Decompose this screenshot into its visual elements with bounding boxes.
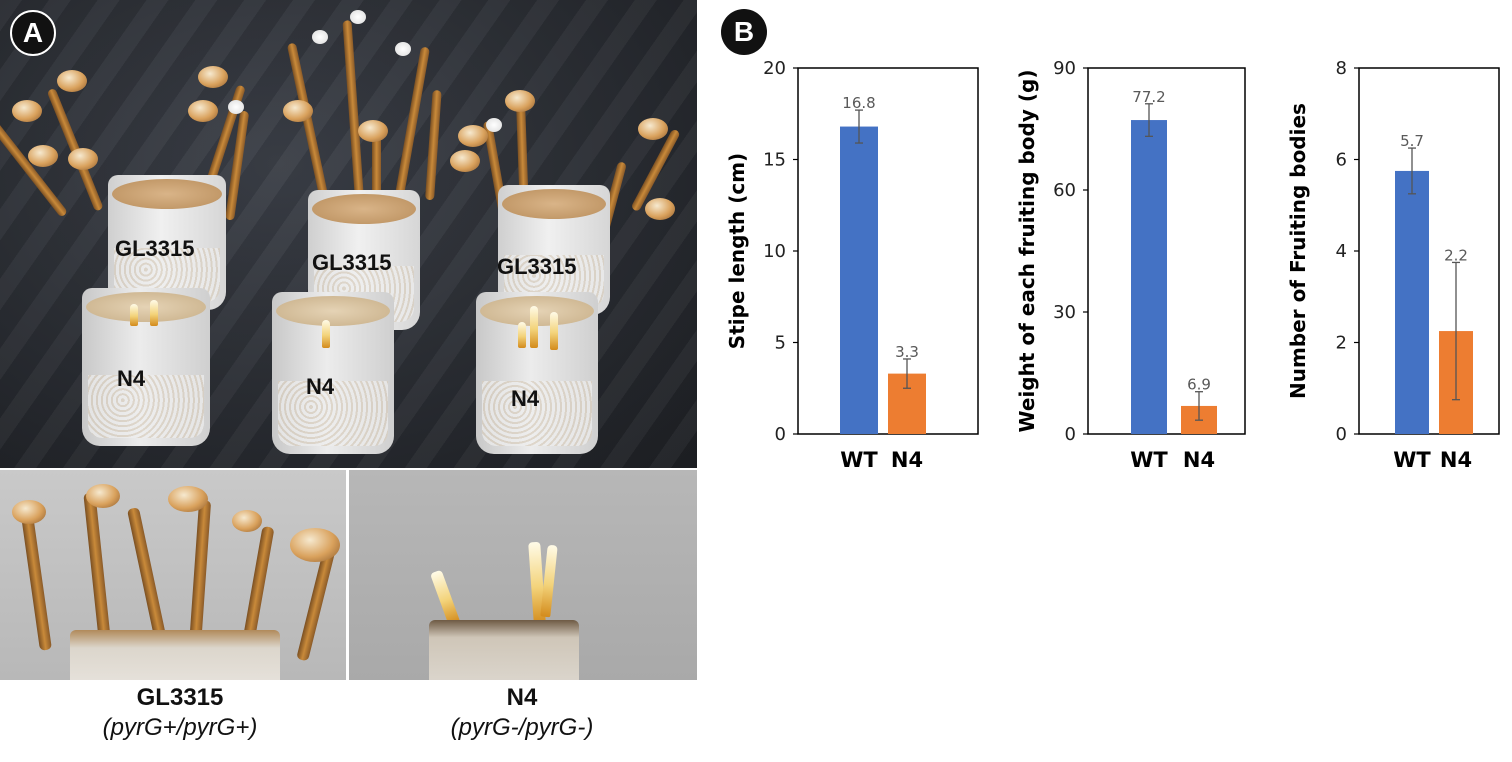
fruiting-body-cap — [638, 118, 668, 140]
fruiting-body-cap — [86, 484, 120, 508]
x-tick-label: WT — [1393, 448, 1431, 472]
y-tick-label: 60 — [1053, 180, 1076, 201]
caption-strain: GL3315 — [136, 684, 224, 711]
fruiting-body-cap — [283, 100, 313, 122]
fruiting-body-cap — [450, 150, 480, 172]
y-tick-label: 6 — [1336, 150, 1347, 171]
x-tick-label: WT — [840, 448, 878, 472]
primordium — [322, 320, 330, 348]
primordium — [518, 322, 526, 348]
fruiting-body-cap — [486, 118, 502, 132]
caption-n4: N4 (pyrG-/pyrG-) — [372, 683, 672, 743]
y-axis-label: Weight of each fruiting body (g) — [1015, 70, 1039, 433]
bottle-label: GL3315 — [115, 236, 195, 261]
photo-cultures-overview: GL3315 GL3315 GL3315 N4 N4 N4 — [0, 0, 697, 468]
caption-genotype: (pyrG-/pyrG-) — [450, 714, 594, 741]
fruiting-body-cap — [505, 90, 535, 112]
fruiting-body-cap — [188, 100, 218, 122]
fruiting-body-cap — [312, 30, 328, 44]
chart-fruiting-body-count: 0 2 4 6 8 Number of Fruiting bodies 5.7 WT 2.2 N4 — [1286, 58, 1500, 472]
x-tick-label: N4 — [1440, 448, 1472, 472]
primordium — [530, 306, 538, 348]
photo-gl3315-closeup — [0, 470, 346, 680]
panel-a-photo: GL3315 GL3315 GL3315 N4 N4 N4 — [0, 0, 697, 762]
y-tick-label: 2 — [1336, 333, 1347, 354]
fruiting-body-cap — [290, 528, 340, 562]
data-label: 6.9 — [1187, 376, 1211, 394]
primordium — [150, 300, 158, 326]
primordium — [429, 569, 461, 626]
photo-n4-closeup — [349, 470, 697, 680]
fruiting-body-cap — [12, 500, 46, 524]
stipe — [0, 117, 69, 218]
culture-bottle — [429, 620, 579, 680]
fruiting-body-cap — [232, 510, 262, 532]
fruiting-body-cap — [57, 70, 87, 92]
culture-bottle — [108, 175, 226, 310]
stipe — [372, 130, 381, 240]
panel-label-b: B — [721, 9, 767, 55]
bottle-label: N4 — [511, 386, 540, 411]
bar-wt — [1131, 120, 1167, 434]
panel-label-a: A — [10, 10, 56, 56]
fruiting-body-cap — [12, 100, 42, 122]
stipe — [425, 89, 442, 201]
y-tick-label: 5 — [775, 333, 786, 354]
bottle-label: N4 — [117, 366, 146, 391]
chart-stipe-length: 0 5 10 15 20 Stipe length (cm) 16.8 WT 3.3 N4 — [725, 58, 979, 472]
fruiting-body-cap — [198, 66, 228, 88]
bar-wt — [1395, 170, 1429, 434]
primordium — [540, 544, 558, 618]
y-tick-label: 4 — [1336, 241, 1347, 262]
stipe — [286, 42, 329, 201]
culture-bottle — [272, 292, 394, 454]
culture-bottle — [70, 630, 280, 680]
stipe — [395, 46, 430, 196]
y-tick-label: 90 — [1053, 58, 1076, 79]
x-tick-label: N4 — [1183, 448, 1215, 472]
data-label: 3.3 — [895, 343, 919, 361]
x-tick-label: N4 — [891, 448, 923, 472]
fruiting-body-cap — [350, 10, 366, 24]
fruiting-body-cap — [68, 148, 98, 170]
primordium — [130, 304, 138, 326]
fruiting-body-cap — [458, 125, 488, 147]
y-tick-label: 30 — [1053, 302, 1076, 323]
y-tick-label: 10 — [763, 241, 786, 262]
y-axis-label: Stipe length (cm) — [725, 153, 749, 349]
fruiting-body-cap — [28, 145, 58, 167]
y-axis-label: Number of Fruiting bodies — [1286, 103, 1310, 399]
fruiting-body-cap — [168, 486, 208, 512]
y-tick-label: 15 — [763, 150, 786, 171]
fruiting-body-cap — [645, 198, 675, 220]
data-label: 2.2 — [1444, 246, 1468, 264]
primordium — [550, 312, 558, 350]
bar-wt — [840, 126, 878, 434]
bottle-label: GL3315 — [312, 250, 392, 275]
bottle-label: N4 — [306, 374, 335, 399]
chart-fruiting-body-weight: 0 30 60 90 Weight of each fruiting body (g) 7… — [1015, 58, 1246, 472]
data-label: 77.2 — [1132, 88, 1165, 106]
bottle-label: GL3315 — [497, 254, 577, 279]
y-tick-label: 8 — [1336, 58, 1347, 79]
stipe — [83, 492, 112, 653]
fruiting-body-cap — [358, 120, 388, 142]
data-label: 16.8 — [842, 94, 875, 112]
culture-bottle — [82, 288, 210, 446]
fruiting-body-cap — [228, 100, 244, 114]
stipe — [342, 20, 364, 201]
data-label: 5.7 — [1400, 132, 1424, 150]
x-tick-label: WT — [1130, 448, 1168, 472]
caption-gl3315: GL3315 (pyrG+/pyrG+) — [30, 683, 330, 743]
stipe — [296, 546, 336, 662]
caption-strain: N4 — [506, 684, 538, 711]
y-tick-label: 0 — [1336, 424, 1347, 445]
caption-genotype: (pyrG+/pyrG+) — [102, 714, 258, 741]
y-tick-label: 0 — [775, 424, 786, 445]
fruiting-body-cap — [395, 42, 411, 56]
y-tick-label: 0 — [1065, 424, 1076, 445]
y-tick-label: 20 — [763, 58, 786, 79]
